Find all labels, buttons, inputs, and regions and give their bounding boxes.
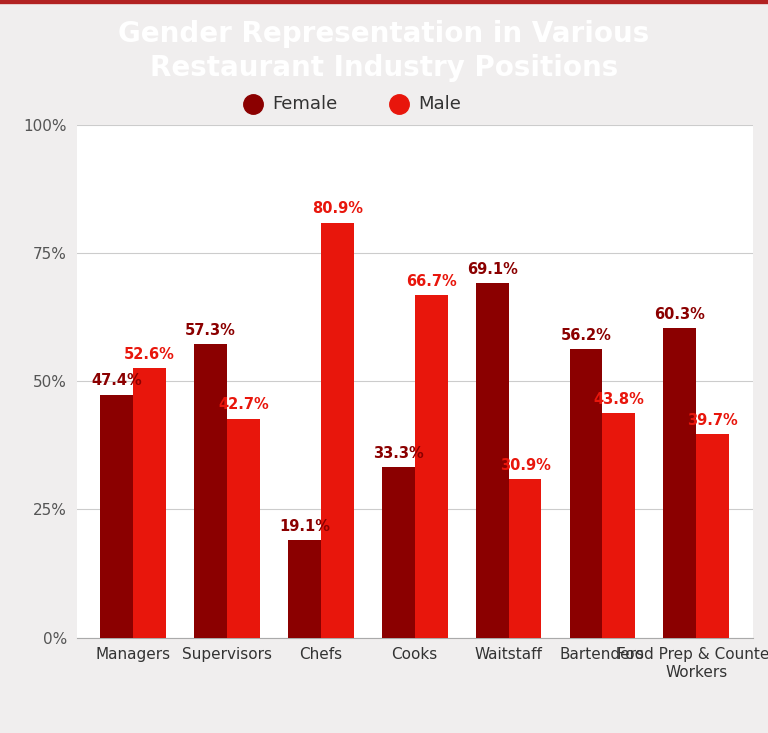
Text: 39.7%: 39.7% bbox=[687, 413, 738, 428]
Bar bbox=[664, 328, 697, 638]
Bar bbox=[475, 283, 508, 638]
Bar bbox=[602, 413, 635, 638]
Bar bbox=[288, 539, 321, 638]
Bar bbox=[382, 467, 415, 638]
Bar bbox=[194, 344, 227, 638]
Text: 52.6%: 52.6% bbox=[124, 347, 175, 361]
Bar bbox=[321, 223, 354, 638]
Bar bbox=[415, 295, 448, 638]
Bar bbox=[508, 479, 541, 638]
Bar bbox=[697, 434, 729, 638]
Text: 42.7%: 42.7% bbox=[218, 397, 269, 413]
Text: 47.4%: 47.4% bbox=[91, 373, 142, 388]
Text: 80.9%: 80.9% bbox=[312, 202, 362, 216]
Text: Gender Representation in Various
Restaurant Industry Positions: Gender Representation in Various Restaur… bbox=[118, 20, 650, 82]
Text: 66.7%: 66.7% bbox=[406, 274, 456, 290]
Bar bbox=[227, 419, 260, 638]
Bar bbox=[133, 368, 166, 638]
Bar bbox=[570, 350, 602, 638]
Text: 69.1%: 69.1% bbox=[467, 262, 518, 277]
Text: Male: Male bbox=[419, 95, 462, 114]
Text: 56.2%: 56.2% bbox=[561, 328, 611, 343]
Text: Female: Female bbox=[273, 95, 338, 114]
Text: 30.9%: 30.9% bbox=[499, 458, 551, 473]
Text: 60.3%: 60.3% bbox=[654, 307, 705, 322]
Text: 33.3%: 33.3% bbox=[373, 446, 424, 461]
Bar bbox=[101, 394, 133, 638]
Text: 57.3%: 57.3% bbox=[185, 323, 236, 337]
Text: 19.1%: 19.1% bbox=[279, 518, 330, 534]
Text: 43.8%: 43.8% bbox=[594, 392, 644, 407]
